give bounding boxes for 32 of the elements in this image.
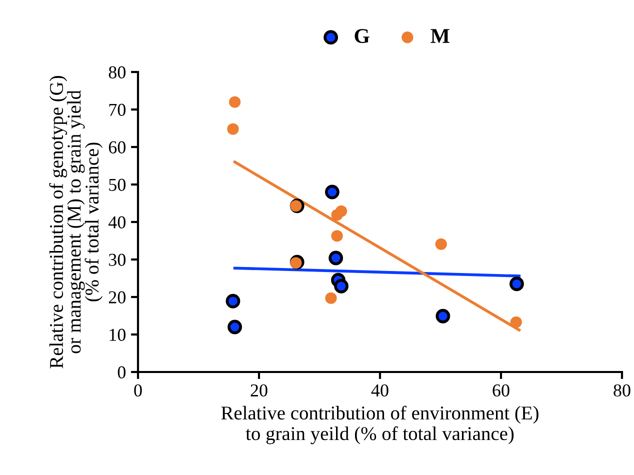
point [510, 276, 524, 292]
point [331, 230, 343, 242]
x-tick-label: 60 [492, 384, 510, 397]
point [334, 278, 348, 294]
y-tick-label: 20 [108, 291, 126, 304]
y-tick-label: 70 [109, 104, 126, 116]
point [436, 308, 450, 324]
point [325, 292, 337, 304]
y-tick-label: 50 [109, 178, 126, 191]
legend-label: G [354, 29, 370, 44]
y-tick-label: 40 [108, 216, 126, 228]
point [226, 294, 240, 308]
point [435, 238, 447, 250]
point [228, 96, 241, 108]
y-tick-label: 30 [109, 254, 126, 266]
legend-label: M [430, 29, 450, 43]
x-tick-label: 20 [250, 384, 268, 397]
x-tick-label: 80 [614, 384, 630, 397]
x-tick-label: 0 [134, 384, 142, 397]
y-tick-label: 80 [108, 66, 126, 78]
y-tick-label: 60 [108, 141, 126, 154]
y-tick-label: 0 [118, 366, 126, 378]
x-axis-title: Relative contribution of environment (E) to grain yeild (% of total variance) [221, 406, 538, 444]
point [335, 205, 348, 217]
y-axis-title: Relative contribution of genotype (G) or management (M) to grain yield (% of total variance) [49, 76, 103, 368]
point [227, 123, 239, 135]
point [325, 184, 340, 200]
x-tick-label: 40 [371, 384, 388, 397]
point [510, 316, 522, 328]
point [228, 320, 242, 334]
point [328, 250, 344, 266]
y-tick-label: 10 [110, 328, 126, 341]
